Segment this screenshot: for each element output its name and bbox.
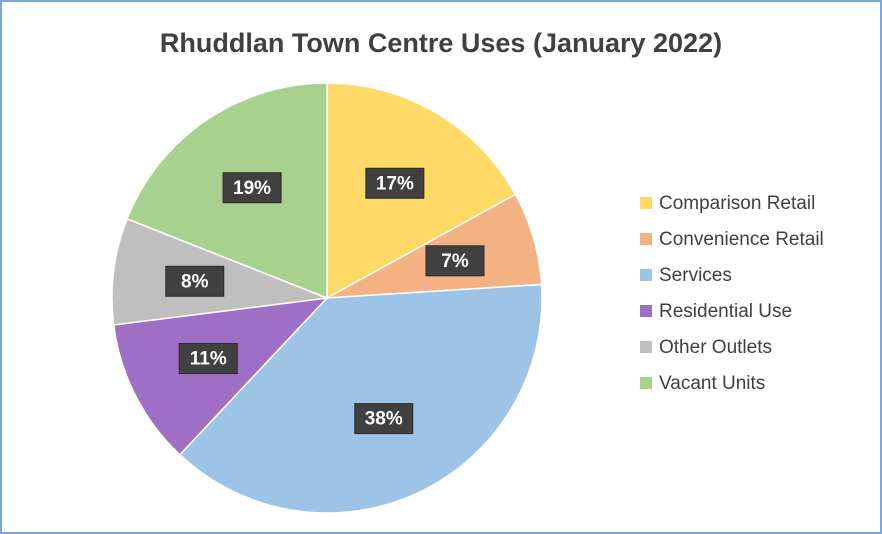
- data-label-box: [354, 403, 414, 435]
- data-label: 8%: [181, 271, 209, 292]
- legend-label: Services: [659, 265, 732, 286]
- data-label: 17%: [376, 173, 414, 194]
- data-label: 19%: [233, 178, 271, 199]
- chart-title: Rhuddlan Town Centre Uses (January 2022): [160, 28, 722, 58]
- data-label: 38%: [365, 409, 403, 430]
- legend-swatch: [640, 269, 652, 281]
- legend-swatch: [640, 305, 652, 317]
- legend-label: Convenience Retail: [659, 229, 824, 250]
- legend-label: Comparison Retail: [659, 193, 815, 214]
- data-label-box: [165, 265, 225, 297]
- data-label-box: [425, 245, 485, 277]
- data-label: 7%: [441, 251, 469, 272]
- data-label-box: [365, 167, 425, 199]
- data-label: 11%: [190, 349, 227, 370]
- legend-swatch: [640, 377, 652, 389]
- pie-slice: [112, 296, 329, 456]
- legend-swatch: [640, 341, 652, 353]
- data-label-box: [222, 172, 282, 204]
- legend-swatch: [640, 233, 652, 245]
- legend-label: Other Outlets: [659, 337, 772, 358]
- legend-label: Residential Use: [659, 301, 792, 322]
- legend-label: Vacant Units: [659, 373, 765, 394]
- legend-swatch: [640, 197, 652, 209]
- pie-slice: [178, 283, 543, 514]
- data-label-box: [178, 343, 238, 375]
